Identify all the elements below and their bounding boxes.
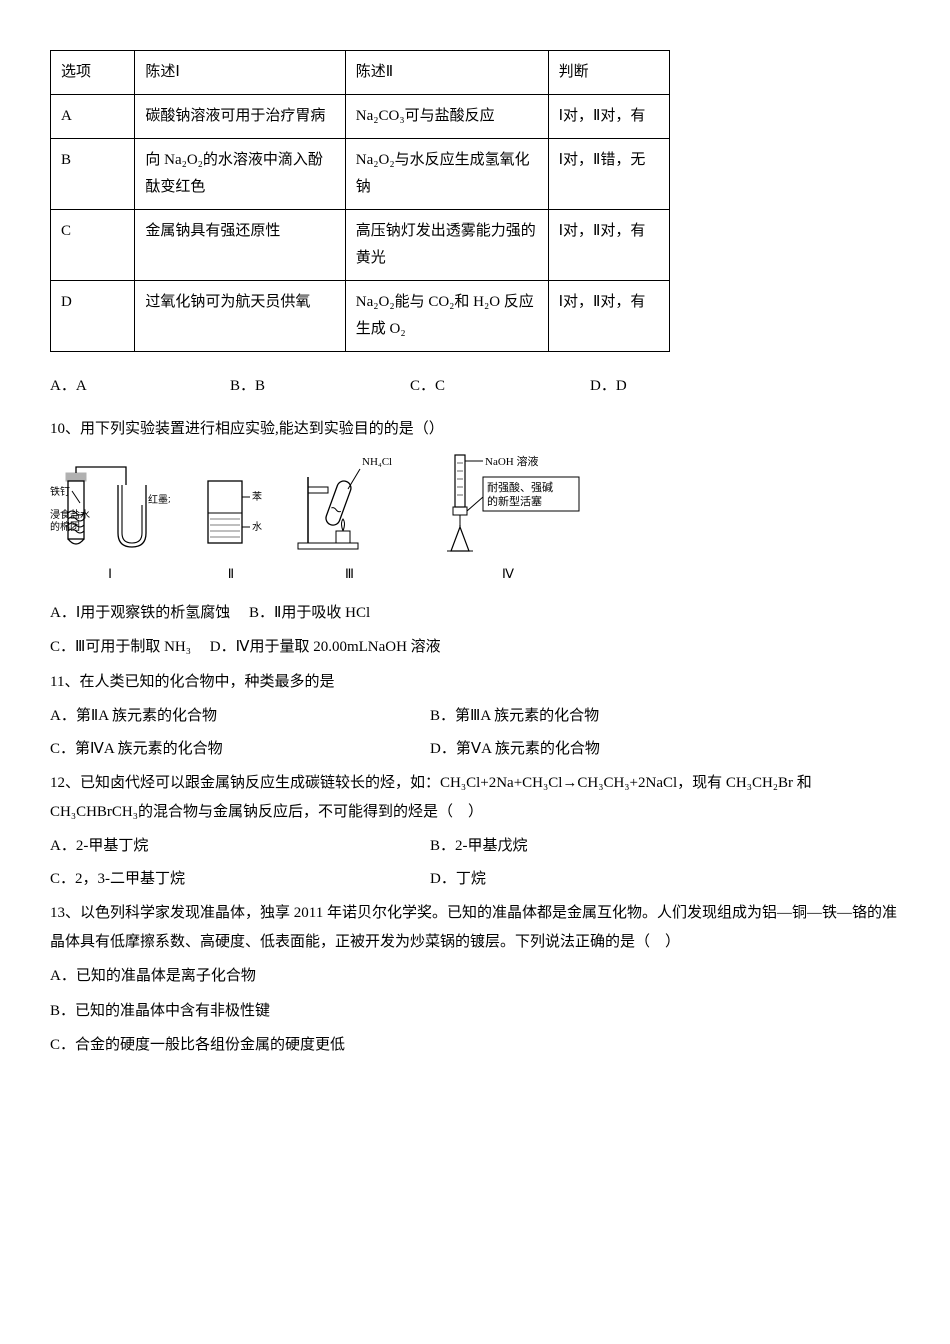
th-s2: 陈述Ⅱ — [345, 51, 548, 95]
diagram-4-label: Ⅳ — [502, 562, 514, 587]
svg-text:NaOH 溶液: NaOH 溶液 — [485, 454, 538, 468]
q11-opt-b: B．第ⅢA 族元素的化合物 — [430, 702, 900, 731]
table-row: B 向 Na₂O₂的水溶液中滴入酚酞变红色 Na₂O₂与水反应生成氢氧化钠 Ⅰ对… — [51, 139, 670, 210]
q10-opt-b: B．Ⅱ用于吸收 HCl — [249, 605, 370, 621]
table-row: A 碳酸钠溶液可用于治疗胃病 Na₂CO₃可与盐酸反应 Ⅰ对，Ⅱ对，有 — [51, 95, 670, 139]
q11-row1: A．第ⅡA 族元素的化合物 B．第ⅢA 族元素的化合物 — [50, 702, 900, 731]
q11-opt-c: C．第ⅣA 族元素的化合物 — [50, 735, 430, 764]
th-option: 选项 — [51, 51, 135, 95]
cell-s2: Na₂O₂能与 CO₂和 H₂O 反应生成 O₂ — [345, 281, 548, 352]
svg-text:红墨水: 红墨水 — [148, 493, 170, 506]
svg-text:浸食盐水: 浸食盐水 — [50, 508, 90, 521]
table-row: C 金属钠具有强还原性 高压钠灯发出透雾能力强的黄光 Ⅰ对，Ⅱ对，有 — [51, 210, 670, 281]
apparatus-iii-icon: NH₄Cl — [292, 453, 407, 558]
cell-judge: Ⅰ对，Ⅱ对，有 — [548, 210, 669, 281]
cell-opt: B — [51, 139, 135, 210]
table-row: D 过氧化钠可为航天员供氧 Na₂O₂能与 CO₂和 H₂O 反应生成 O₂ Ⅰ… — [51, 281, 670, 352]
svg-text:铁钉: 铁钉 — [50, 485, 70, 498]
q13-opt-b: B．已知的准晶体中含有非极性键 — [50, 997, 900, 1026]
q10-diagrams: 铁钉 浸食盐水 的棉团 红墨水 Ⅰ 苯 水 Ⅱ NH₄Cl — [50, 453, 900, 587]
cell-s1: 过氧化钠可为航天员供氧 — [135, 281, 345, 352]
q10-opts-line2: C．Ⅲ可用于制取 NH₃ D．Ⅳ用于量取 20.00mLNaOH 溶液 — [50, 633, 900, 662]
cell-judge: Ⅰ对，Ⅱ对，有 — [548, 281, 669, 352]
apparatus-iv-icon: NaOH 溶液 耐强酸、强碱 的新型活塞 — [433, 453, 583, 558]
q12-row2: C．2，3-二甲基丁烷 D．丁烷 — [50, 865, 900, 894]
q12-opt-c: C．2，3-二甲基丁烷 — [50, 865, 430, 894]
q9-opt-c: C．C — [410, 372, 590, 401]
cell-s2: Na₂O₂与水反应生成氢氧化钠 — [345, 139, 548, 210]
q9-options: A．A B．B C．C D．D — [50, 372, 900, 401]
cell-opt: D — [51, 281, 135, 352]
q12-opt-a: A．2-甲基丁烷 — [50, 832, 430, 861]
svg-text:苯: 苯 — [252, 490, 262, 503]
cell-judge: Ⅰ对，Ⅱ错，无 — [548, 139, 669, 210]
table-header-row: 选项 陈述Ⅰ 陈述Ⅱ 判断 — [51, 51, 670, 95]
svg-text:耐强酸、强碱: 耐强酸、强碱 — [487, 480, 553, 494]
diagram-3-label: Ⅲ — [345, 562, 354, 587]
q10-stem: 10、用下列实验装置进行相应实验,能达到实验目的的是（） — [50, 415, 900, 444]
diagram-2: 苯 水 Ⅱ — [196, 463, 266, 587]
svg-text:NH₄Cl: NH₄Cl — [362, 456, 392, 468]
apparatus-i-icon: 铁钉 浸食盐水 的棉团 红墨水 — [50, 463, 170, 558]
cell-s2: 高压钠灯发出透雾能力强的黄光 — [345, 210, 548, 281]
q12-stem: 12、已知卤代烃可以跟金属钠反应生成碳链较长的烃，如：CH₃Cl+2Na+CH₃… — [50, 769, 900, 826]
q10-opt-d: D．Ⅳ用于量取 20.00mLNaOH 溶液 — [210, 639, 441, 655]
apparatus-ii-icon: 苯 水 — [196, 463, 266, 558]
q9-opt-b: B．B — [230, 372, 410, 401]
svg-text:水: 水 — [252, 521, 262, 533]
cell-s1: 向 Na₂O₂的水溶液中滴入酚酞变红色 — [135, 139, 345, 210]
diagram-1: 铁钉 浸食盐水 的棉团 红墨水 Ⅰ — [50, 463, 170, 587]
cell-s1: 金属钠具有强还原性 — [135, 210, 345, 281]
q9-opt-a: A．A — [50, 372, 230, 401]
q11-opt-d: D．第ⅤA 族元素的化合物 — [430, 735, 900, 764]
th-judge: 判断 — [548, 51, 669, 95]
cell-s1: 碳酸钠溶液可用于治疗胃病 — [135, 95, 345, 139]
cell-judge: Ⅰ对，Ⅱ对，有 — [548, 95, 669, 139]
diagram-3: NH₄Cl Ⅲ — [292, 453, 407, 587]
svg-text:的棉团: 的棉团 — [50, 520, 80, 533]
diagram-1-label: Ⅰ — [108, 562, 112, 587]
cell-opt: C — [51, 210, 135, 281]
cell-s2: Na₂CO₃可与盐酸反应 — [345, 95, 548, 139]
q9-table: 选项 陈述Ⅰ 陈述Ⅱ 判断 A 碳酸钠溶液可用于治疗胃病 Na₂CO₃可与盐酸反… — [50, 50, 670, 352]
q9-opt-d: D．D — [590, 372, 770, 401]
q13-opt-c: C．合金的硬度一般比各组份金属的硬度更低 — [50, 1031, 900, 1060]
q10-opts-line1: A．Ⅰ用于观察铁的析氢腐蚀 B．Ⅱ用于吸收 HCl — [50, 599, 900, 628]
q12-opt-b: B．2-甲基戊烷 — [430, 832, 900, 861]
q11-row2: C．第ⅣA 族元素的化合物 D．第ⅤA 族元素的化合物 — [50, 735, 900, 764]
q10-opt-c: C．Ⅲ可用于制取 NH₃ — [50, 639, 191, 655]
q13-stem: 13、以色列科学家发现准晶体，独享 2011 年诺贝尔化学奖。已知的准晶体都是金… — [50, 899, 900, 956]
q10-opt-a: A．Ⅰ用于观察铁的析氢腐蚀 — [50, 605, 230, 621]
th-s1: 陈述Ⅰ — [135, 51, 345, 95]
q11-stem: 11、在人类已知的化合物中，种类最多的是 — [50, 668, 900, 697]
diagram-4: NaOH 溶液 耐强酸、强碱 的新型活塞 Ⅳ — [433, 453, 583, 587]
cell-opt: A — [51, 95, 135, 139]
q13-opt-a: A．已知的准晶体是离子化合物 — [50, 962, 900, 991]
q12-opt-d: D．丁烷 — [430, 865, 900, 894]
q12-row1: A．2-甲基丁烷 B．2-甲基戊烷 — [50, 832, 900, 861]
svg-text:的新型活塞: 的新型活塞 — [487, 494, 542, 508]
diagram-2-label: Ⅱ — [228, 562, 234, 587]
q11-opt-a: A．第ⅡA 族元素的化合物 — [50, 702, 430, 731]
